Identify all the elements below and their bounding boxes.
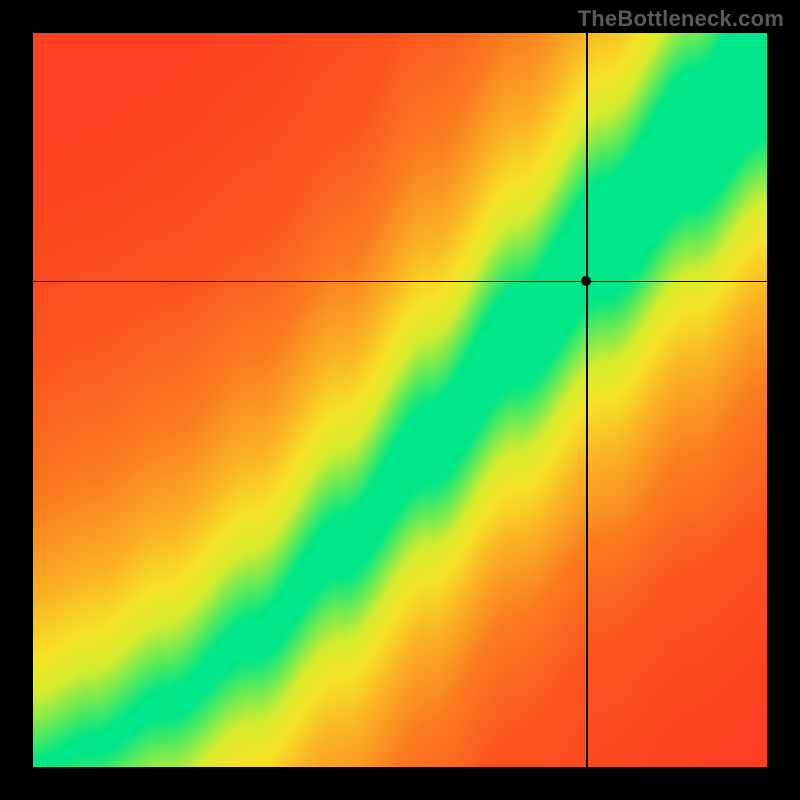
heatmap-canvas [33, 33, 767, 767]
crosshair-horizontal [33, 281, 767, 283]
crosshair-vertical [586, 33, 588, 767]
crosshair-marker [581, 276, 591, 286]
heatmap-plot [33, 33, 767, 767]
watermark-text: TheBottleneck.com [578, 6, 784, 32]
